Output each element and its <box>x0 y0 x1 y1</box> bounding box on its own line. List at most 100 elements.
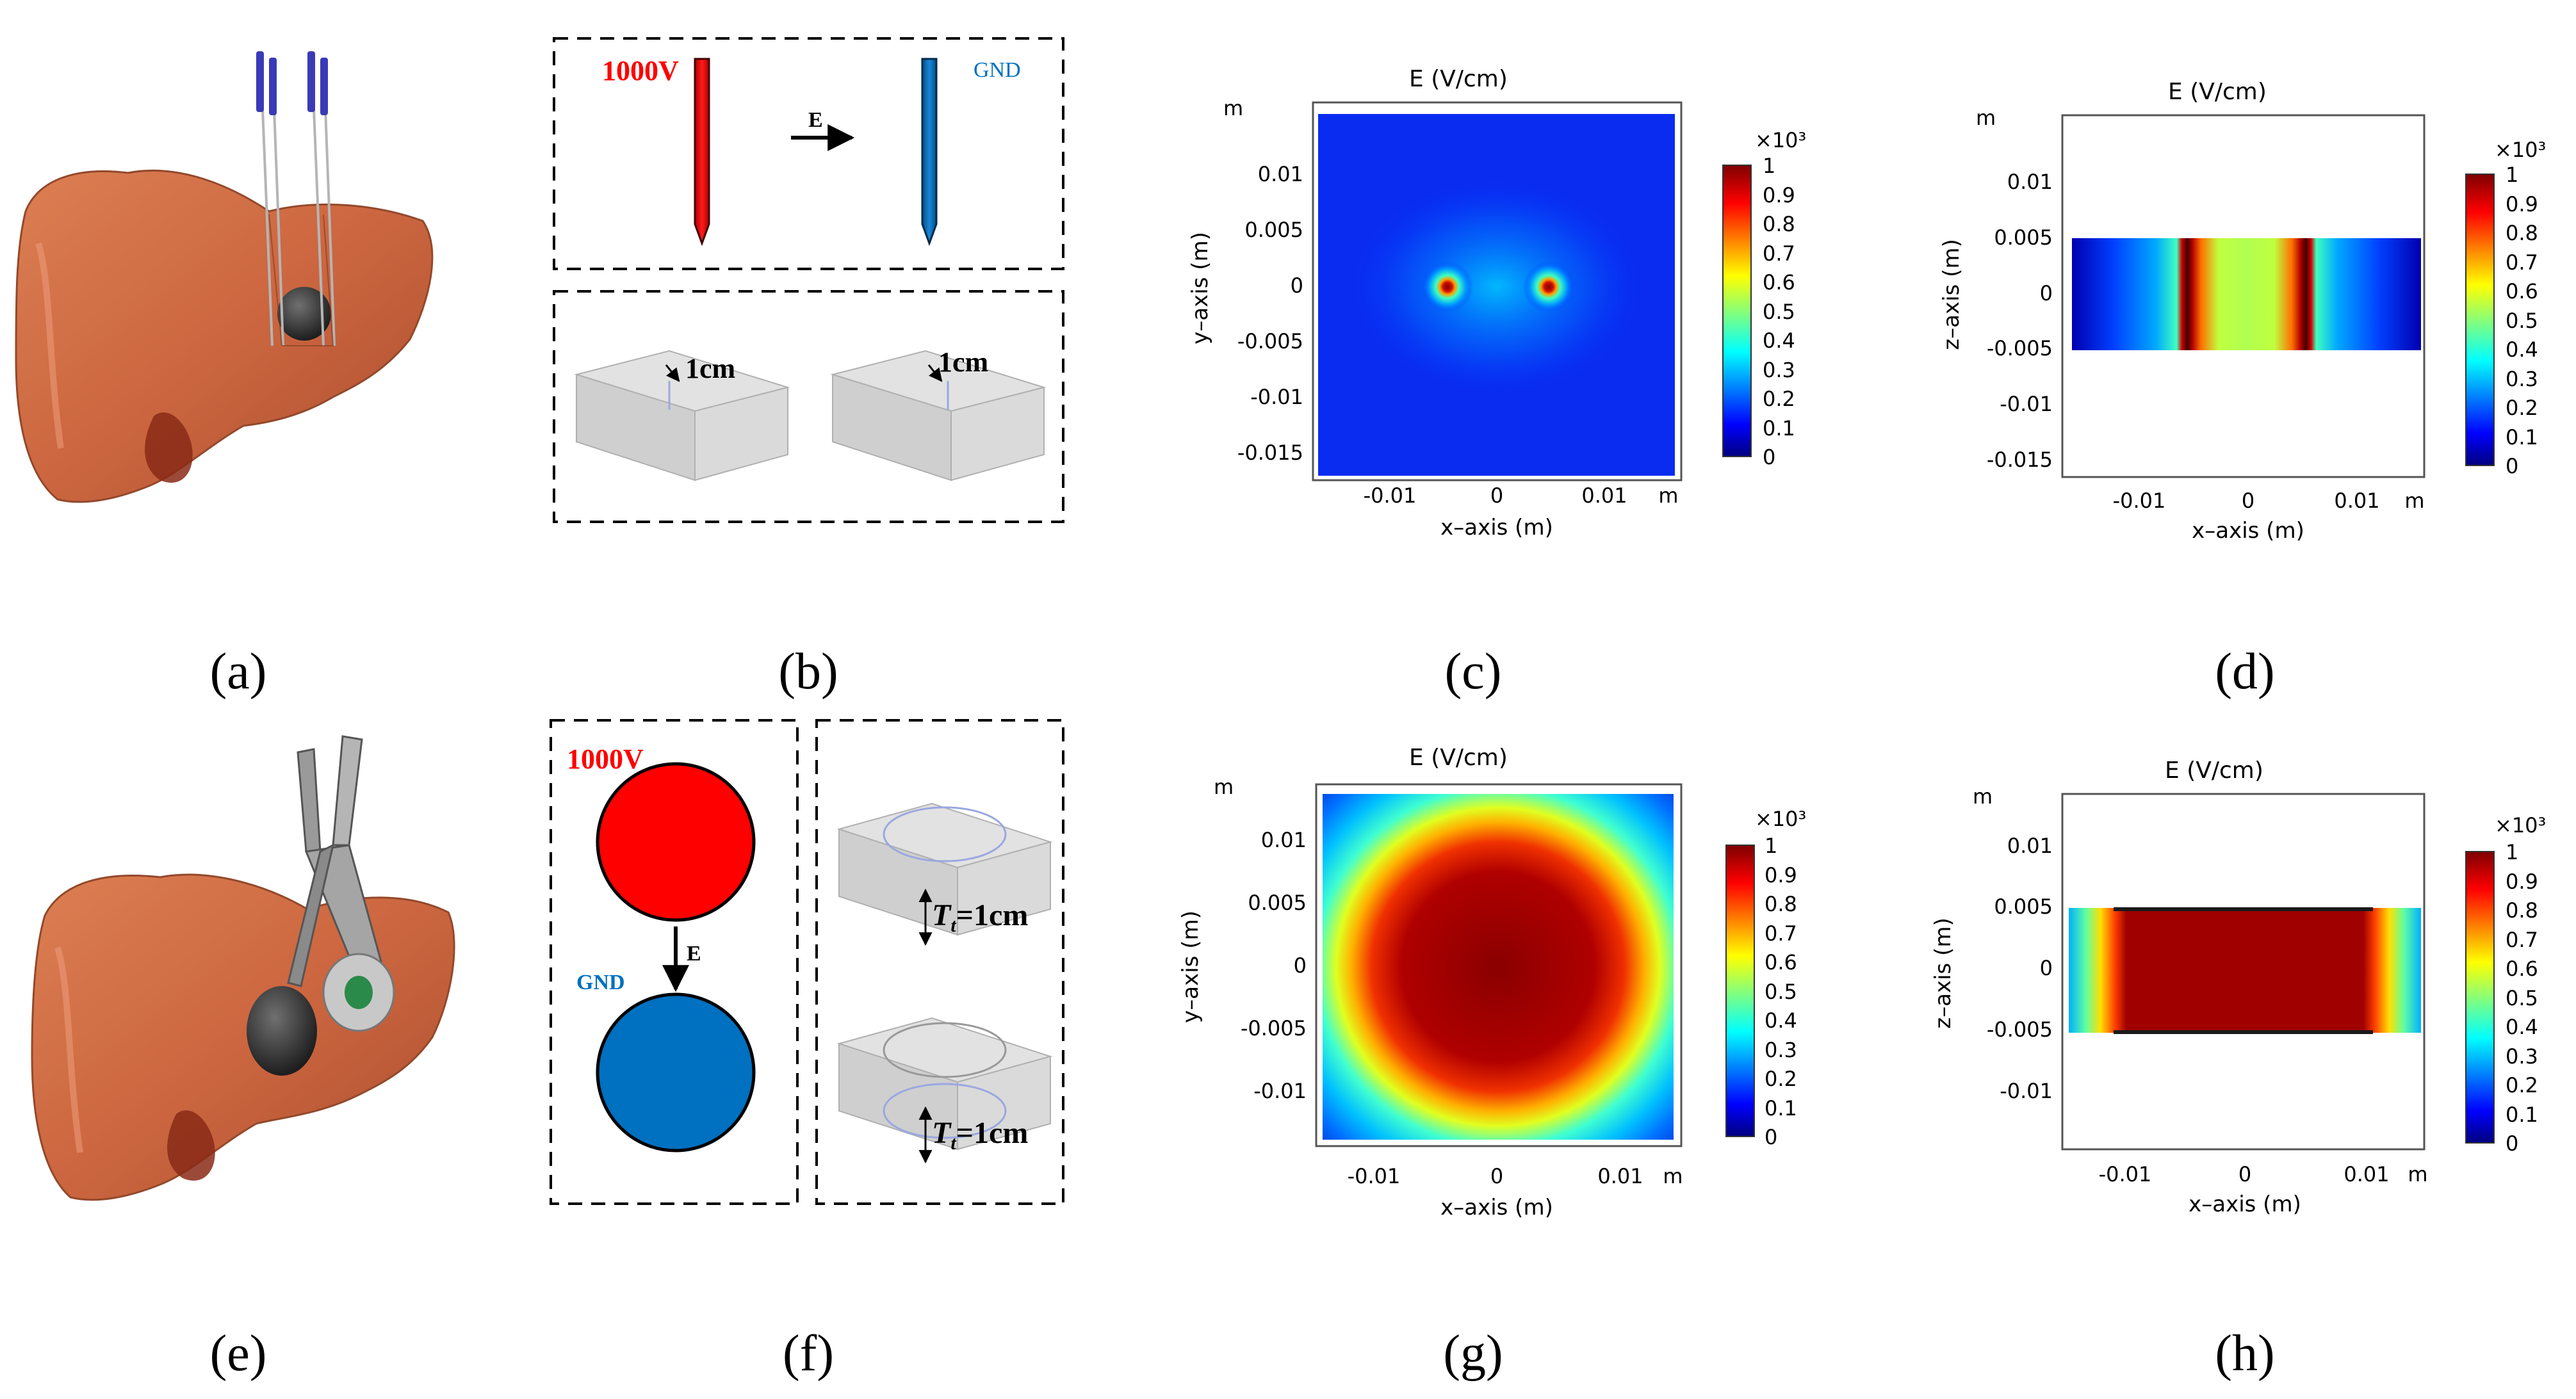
svg-text:0.6: 0.6 <box>2506 279 2538 303</box>
needle-schematic: 1000V E GND 1cm 1cm <box>553 37 1064 523</box>
label-h: (h) <box>2215 1325 2274 1382</box>
tissue-block-top: Tt=1cm <box>836 802 1053 946</box>
tumor <box>277 287 331 341</box>
svg-text:×10³: ×10³ <box>1755 128 1806 152</box>
x-ticks-c: -0.01 0 0.01 m <box>1364 483 1679 508</box>
field-label: E <box>808 108 823 132</box>
positive-plate <box>596 762 756 922</box>
svg-text:×10³: ×10³ <box>2495 138 2546 162</box>
ground-needle <box>921 58 938 247</box>
svg-text:-0.01: -0.01 <box>1364 483 1417 508</box>
svg-text:E (V/cm): E (V/cm) <box>1409 745 1508 771</box>
svg-text:0.7: 0.7 <box>1765 921 1797 946</box>
svg-text:0.8: 0.8 <box>2506 898 2538 923</box>
svg-text:m: m <box>2404 489 2424 513</box>
svg-text:y–axis (m): y–axis (m) <box>1178 910 1203 1023</box>
heatmap-d: E (V/cm) m -0.01 0 0.01 m 0.01 0.005 0 -… <box>1939 79 2546 544</box>
svg-text:0: 0 <box>1490 1164 1503 1188</box>
svg-text:0.6: 0.6 <box>1763 270 1795 295</box>
label-d: (d) <box>2215 643 2274 700</box>
svg-text:0.01: 0.01 <box>1597 1164 1643 1188</box>
svg-text:x–axis (m): x–axis (m) <box>2189 1192 2301 1217</box>
svg-text:m: m <box>2408 1162 2427 1186</box>
colorbar-g: ×10³ 1 0.9 0.8 0.7 0.6 0.5 0.4 0.3 0.2 0… <box>1725 807 1806 1149</box>
heatmap-h: E (V/cm) m -0.01 0 0.01 m 0.01 0.005 0 -… <box>1930 757 2546 1217</box>
svg-text:-0.01: -0.01 <box>1250 385 1303 409</box>
svg-text:m: m <box>1658 483 1678 508</box>
svg-text:m: m <box>1214 775 1234 799</box>
svg-text:1: 1 <box>2506 840 2518 864</box>
svg-text:0.9: 0.9 <box>2506 192 2538 216</box>
svg-text:0: 0 <box>1765 1125 1777 1149</box>
svg-text:0.01: 0.01 <box>2007 170 2053 194</box>
svg-text:-0.01: -0.01 <box>1253 1079 1307 1103</box>
svg-text:0: 0 <box>2040 956 2053 980</box>
label-f: (f) <box>783 1325 834 1382</box>
tissue-block-bottom: Tt=1cm <box>836 1017 1053 1164</box>
y-ticks-g: 0.01 0.005 0 -0.005 -0.01 <box>1241 828 1307 1103</box>
y-ticks-d: 0.01 0.005 0 -0.005 -0.01 -0.015 <box>1987 170 2053 472</box>
svg-text:1: 1 <box>1765 834 1777 858</box>
svg-text:0: 0 <box>2238 1162 2251 1186</box>
gallbladder <box>145 412 193 483</box>
heatmap-g: E (V/cm) m -0.01 0 0.01 m 0.01 0.005 0 -… <box>1178 745 1806 1220</box>
svg-text:0.3: 0.3 <box>2506 367 2538 391</box>
svg-text:0.1: 0.1 <box>1763 416 1795 441</box>
svg-text:0.005: 0.005 <box>1248 891 1307 915</box>
svg-text:0: 0 <box>1763 445 1775 469</box>
svg-text:x–axis (m): x–axis (m) <box>1440 1195 1553 1220</box>
svg-text:0.1: 0.1 <box>2506 425 2538 449</box>
svg-text:0.2: 0.2 <box>1763 387 1795 411</box>
svg-text:-0.01: -0.01 <box>2000 1079 2053 1103</box>
y-ticks-c: 0.01 0.005 0 -0.005 -0.01 -0.015 <box>1237 162 1303 465</box>
svg-text:Tt=1cm: Tt=1cm <box>932 898 1028 936</box>
svg-text:y–axis (m): y–axis (m) <box>1187 232 1213 344</box>
svg-text:0.8: 0.8 <box>2506 221 2538 245</box>
gallbladder <box>167 1110 215 1181</box>
svg-text:-0.015: -0.015 <box>1237 441 1303 465</box>
positive-needle <box>694 58 710 247</box>
svg-text:0.4: 0.4 <box>2506 1015 2538 1039</box>
svg-text:0.01: 0.01 <box>2344 1162 2389 1186</box>
svg-text:0: 0 <box>2506 1131 2518 1156</box>
svg-text:-0.005: -0.005 <box>1987 1017 2053 1042</box>
svg-text:0.01: 0.01 <box>2334 489 2379 513</box>
svg-text:0.8: 0.8 <box>1765 892 1797 916</box>
liver-shape <box>15 170 434 503</box>
y-ticks-h: 0.01 0.005 0 -0.005 -0.01 <box>1987 834 2053 1103</box>
liver-needle-illustration <box>15 51 434 503</box>
svg-text:-0.01: -0.01 <box>2099 1162 2152 1186</box>
liver-plate-illustration <box>31 735 455 1201</box>
colorbar-h: ×10³ 1 0.9 0.8 0.7 0.6 0.5 0.4 0.3 0.2 0… <box>2465 813 2546 1156</box>
svg-text:0.01: 0.01 <box>1258 162 1303 186</box>
svg-text:m: m <box>1223 96 1243 120</box>
svg-text:x–axis (m): x–axis (m) <box>2192 518 2304 544</box>
x-ticks-h: -0.01 0 0.01 m <box>2099 1162 2428 1186</box>
svg-text:m: m <box>1976 106 1996 130</box>
svg-text:0.01: 0.01 <box>2007 834 2053 858</box>
svg-text:0.5: 0.5 <box>1765 980 1797 1004</box>
voltage-label: 1000V <box>602 55 679 86</box>
svg-text:0.005: 0.005 <box>1994 894 2053 919</box>
svg-text:1: 1 <box>1763 154 1775 178</box>
panel-labels: (a) (b) (c) (d) (e) (f) (g) (h) <box>210 643 2275 1382</box>
svg-text:0: 0 <box>2242 489 2254 513</box>
svg-text:0.9: 0.9 <box>1765 863 1797 887</box>
colorbar-c: ×10³ 1 0.9 0.8 0.7 0.6 0.5 0.4 0.3 0.2 0… <box>1722 128 1806 469</box>
svg-text:-0.015: -0.015 <box>1987 448 2053 472</box>
svg-text:0.4: 0.4 <box>1763 328 1795 353</box>
svg-text:E (V/cm): E (V/cm) <box>1409 66 1508 92</box>
needle-electrodes <box>261 108 336 346</box>
svg-text:E (V/cm): E (V/cm) <box>2168 79 2267 105</box>
svg-text:-0.005: -0.005 <box>1987 336 2053 360</box>
svg-text:1cm: 1cm <box>685 353 735 384</box>
svg-text:Tt=1cm: Tt=1cm <box>932 1116 1028 1154</box>
svg-text:0.01: 0.01 <box>1581 483 1627 508</box>
label-b: (b) <box>778 643 838 700</box>
svg-text:×10³: ×10³ <box>1755 807 1806 831</box>
svg-text:-0.01: -0.01 <box>1348 1164 1401 1188</box>
svg-text:0.7: 0.7 <box>1763 241 1795 266</box>
svg-text:0.2: 0.2 <box>2506 1073 2538 1097</box>
plate-schematic: 1000V E GND Tt=1cm Tt=1cm <box>550 719 1064 1205</box>
